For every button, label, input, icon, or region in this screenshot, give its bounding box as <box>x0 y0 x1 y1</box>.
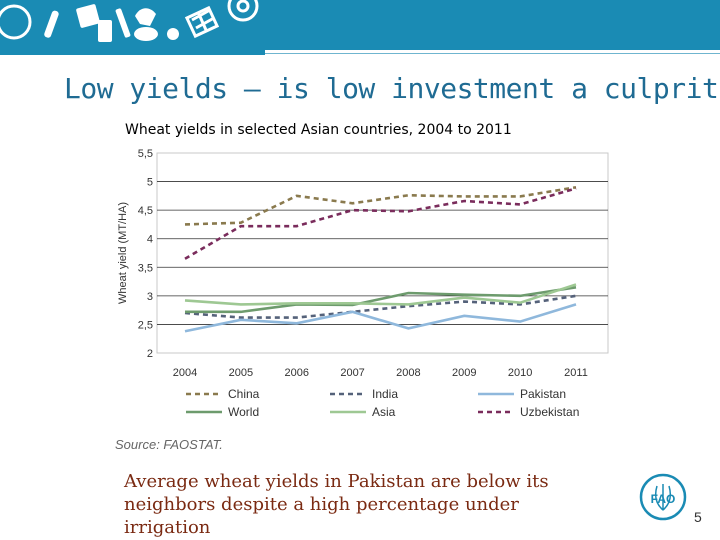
series-line-india <box>184 294 577 319</box>
legend-label-asia: Asia <box>372 405 396 419</box>
package-icon <box>76 4 100 28</box>
legend-label-pakistan: Pakistan <box>520 387 566 401</box>
meat-icon <box>135 8 156 27</box>
x-tick-label: 2008 <box>396 367 420 379</box>
milk-carton-icon <box>98 20 112 42</box>
bread-icon <box>134 27 158 41</box>
x-tick-label: 2010 <box>508 367 532 379</box>
legend-label-india: India <box>372 387 398 401</box>
x-tick-label: 2006 <box>284 367 308 379</box>
egg-icon <box>167 28 179 40</box>
y-tick-label: 5,5 <box>138 148 153 160</box>
slide-caption: Average wheat yields in Pakistan are bel… <box>124 470 604 539</box>
header-banner <box>0 0 720 62</box>
food-icons-decoration <box>0 0 259 42</box>
slide-title: Low yields – is low investment a culprit… <box>64 72 720 105</box>
y-tick-label: 2 <box>147 348 153 360</box>
y-tick-label: 3 <box>147 291 153 303</box>
series-line-pakistan <box>184 303 577 333</box>
y-tick-label: 4,5 <box>138 205 153 217</box>
x-tick-label: 2005 <box>229 367 253 379</box>
gear-icon <box>0 4 32 40</box>
chart-title: Wheat yields in selected Asian countries… <box>125 122 512 138</box>
fao-logo-text: FAO <box>651 492 676 506</box>
knife-icon <box>115 8 131 38</box>
x-tick-label: 2007 <box>340 367 364 379</box>
y-tick-label: 2,5 <box>138 319 153 331</box>
legend-label-china: China <box>228 387 260 401</box>
page-number: 5 <box>694 509 702 525</box>
plot-frame <box>156 152 609 354</box>
bottle-icon <box>44 10 59 38</box>
caption-line: Average wheat yields in Pakistan are bel… <box>124 471 549 492</box>
basket-weave-icon <box>191 8 215 31</box>
chart-source: Source: FAOSTAT. <box>115 437 223 452</box>
caption-line: neighbors despite a high percentage unde… <box>124 494 519 538</box>
banner-accent-line <box>265 53 720 54</box>
legend-label-world: World <box>228 405 259 419</box>
chart-panel <box>110 140 610 434</box>
banner-background <box>0 0 720 50</box>
fao-logo: FAO <box>639 473 687 521</box>
y-axis-label: Wheat yield (MT/HA) <box>117 202 129 304</box>
series-line-asia <box>184 283 577 306</box>
x-tick-label: 2009 <box>452 367 476 379</box>
gear-center-icon <box>236 0 250 13</box>
banner-accent-strip <box>0 50 265 55</box>
wheat-yield-chart: 5,5 5 4,5 4 3,5 3 2,5 2 Wheat yield (MT/HA) 2004 2… <box>117 148 609 419</box>
series-line-world <box>185 286 577 314</box>
series-line-china <box>184 186 577 226</box>
gear-icon <box>227 0 259 22</box>
y-tick-label: 4 <box>147 234 153 246</box>
legend-label-uzbekistan: Uzbekistan <box>520 405 579 419</box>
x-tick-label: 2011 <box>564 367 588 379</box>
y-tick-label: 5 <box>147 177 153 189</box>
series-line-uzbekistan <box>184 187 577 260</box>
x-tick-label: 2004 <box>173 367 197 379</box>
y-tick-label: 3,5 <box>138 262 153 274</box>
